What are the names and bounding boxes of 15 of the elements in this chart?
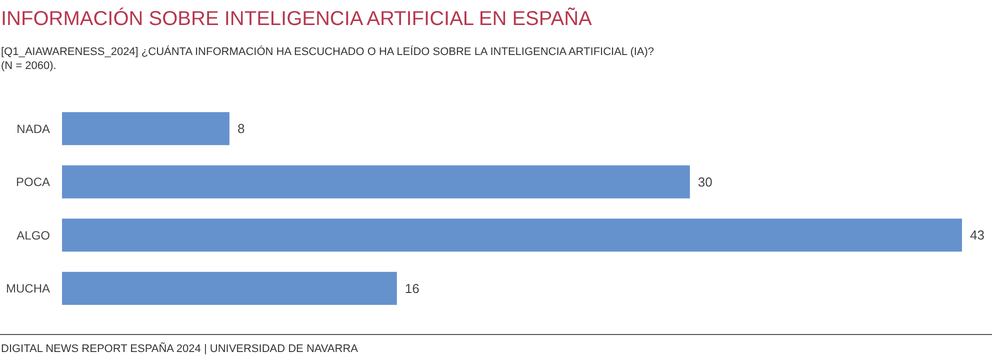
data-label: 16 [404,280,420,296]
y-tick-label: MUCHA [6,282,50,296]
bar [62,165,690,198]
y-tick-label: NADA [16,122,50,136]
bar [62,112,230,146]
chart-title: INFORMACIÓN SOBRE INTELIGENCIA ARTIFICIAL EN ESPAÑA [1,7,593,30]
data-label: 8 [237,121,245,136]
bar [62,272,397,305]
chart-subtitle: [Q1_AIAWARENESS_2024] ¿CUÁNTA INFORMACIÓN HA ESCUCHADO O HA LEÍDO SOBRE LA INTELIGENCIA ARTIFICIAL (IA)? (N = 2060). [1,45,654,72]
text: DIGITAL NEWS REPORT ESPAÑA 2024 | UNIVERSIDAD DE NAVARRA [1,342,359,355]
data-label: 43 [970,228,984,243]
y-tick-label: ALGO [16,228,50,242]
bar [62,218,962,252]
y-tick-label: POCA [16,175,50,190]
data-label: 30 [698,174,712,190]
